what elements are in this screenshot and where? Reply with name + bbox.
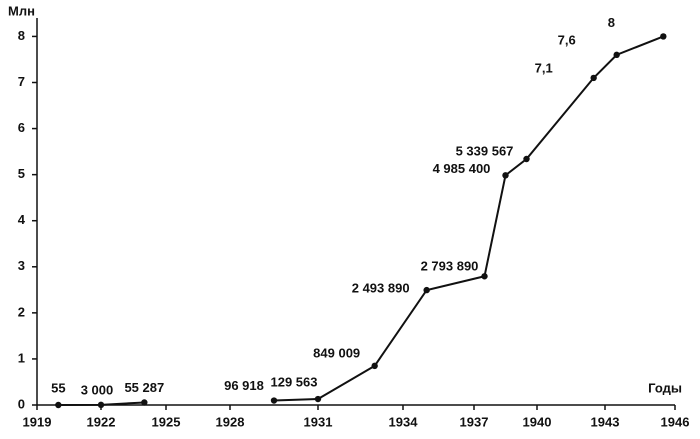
x-axis-label: Годы — [648, 380, 682, 395]
data-point — [270, 397, 278, 404]
x-tick-label: 1922 — [87, 414, 116, 429]
y-axis-label: Млн — [8, 3, 35, 18]
data-point — [371, 362, 378, 370]
y-tick-label: 0 — [18, 396, 25, 411]
data-point — [660, 33, 667, 40]
data-point — [590, 74, 597, 82]
data-point — [97, 401, 105, 409]
data-point — [423, 286, 430, 294]
x-tick-label: 1937 — [460, 414, 489, 429]
data-label: 4 985 400 — [433, 161, 491, 176]
y-tick-label: 4 — [18, 212, 26, 227]
data-label: 55 287 — [124, 380, 164, 395]
y-tick-label: 3 — [18, 258, 25, 273]
data-label: 2 493 890 — [352, 281, 410, 296]
y-tick-label: 5 — [18, 166, 25, 181]
data-label: 55 — [51, 380, 65, 395]
x-tick-label: 1934 — [389, 414, 419, 429]
data-point — [314, 395, 322, 403]
x-tick-label: 1919 — [23, 414, 52, 429]
data-label: 129 563 — [271, 374, 318, 389]
data-point — [523, 155, 530, 163]
y-tick-label: 8 — [18, 28, 25, 43]
data-label: 3 000 — [81, 382, 114, 397]
data-label: 7,6 — [558, 32, 576, 47]
x-tick-label: 1931 — [304, 414, 333, 429]
data-label: 8 — [608, 15, 615, 30]
data-label: 7,1 — [535, 60, 553, 75]
x-tick-label: 1943 — [591, 414, 620, 429]
x-tick-label: 1946 — [661, 414, 690, 429]
x-tick-label: 1940 — [523, 414, 552, 429]
data-point — [613, 51, 620, 59]
x-tick-label: 1925 — [152, 414, 181, 429]
y-tick-label: 2 — [18, 304, 25, 319]
y-tick-label: 1 — [18, 350, 25, 365]
data-label: 2 793 890 — [421, 259, 479, 274]
data-label: 96 918 — [224, 378, 264, 393]
data-label: 849 009 — [313, 345, 360, 360]
data-point — [141, 399, 148, 406]
y-tick-label: 7 — [18, 74, 25, 89]
data-label: 5 339 567 — [456, 143, 514, 158]
data-point — [502, 172, 509, 179]
x-tick-label: 1928 — [216, 414, 245, 429]
data-line — [58, 35, 664, 406]
data-point — [55, 401, 62, 409]
y-tick-label: 6 — [18, 120, 25, 135]
data-point — [481, 273, 488, 280]
